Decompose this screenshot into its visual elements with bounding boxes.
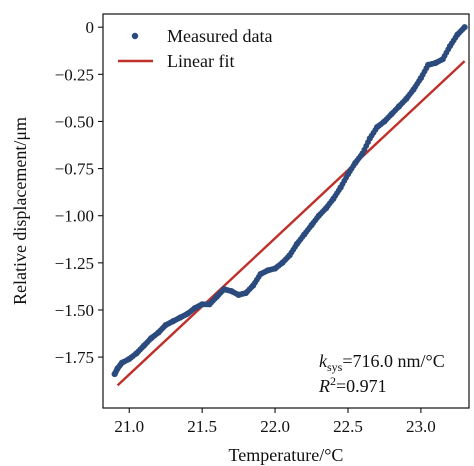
- x-tick-label: 22.5: [333, 417, 363, 436]
- y-tick-label: −0.50: [55, 112, 94, 131]
- annotation-slope: ksys=716.0 nm/°C: [319, 351, 445, 374]
- plot-frame: [102, 13, 470, 409]
- fit-line: [116, 60, 466, 387]
- y-axis-title: Relative displacement/μm: [10, 117, 30, 305]
- legend-marker-measured: [131, 32, 139, 40]
- legend-label-measured: Measured data: [167, 26, 272, 46]
- y-tick-label: −0.25: [55, 65, 94, 84]
- y-tick-label: −1.00: [55, 207, 94, 226]
- legend-label-fit: Linear fit: [167, 51, 234, 71]
- y-tick-label: 0: [86, 18, 95, 37]
- measured-series: [111, 24, 468, 378]
- x-axis-title: Temperature/°C: [229, 445, 344, 465]
- y-tick-label: −1.50: [55, 301, 94, 320]
- x-axis: 21.0 21.5 22.0 22.5 23.0: [114, 408, 436, 436]
- x-tick-label: 22.0: [260, 417, 290, 436]
- y-tick-label: −0.75: [55, 160, 94, 179]
- data-point: [461, 24, 468, 31]
- y-tick-label: −1.75: [55, 348, 94, 367]
- fit-series: [116, 60, 466, 387]
- x-tick-label: 21.5: [187, 417, 217, 436]
- y-tick-label: −1.25: [55, 254, 94, 273]
- y-axis: 0 −0.25 −0.50 −0.75 −1.00 −1.25 −1.50 −1.75: [55, 18, 103, 367]
- legend: Measured data Linear fit: [118, 26, 272, 71]
- x-tick-label: 23.0: [406, 417, 436, 436]
- annotation: ksys=716.0 nm/°C R2=0.971: [318, 351, 445, 396]
- plot-area: [102, 13, 470, 409]
- annotation-r-squared: R2=0.971: [318, 374, 387, 396]
- x-tick-label: 21.0: [114, 417, 144, 436]
